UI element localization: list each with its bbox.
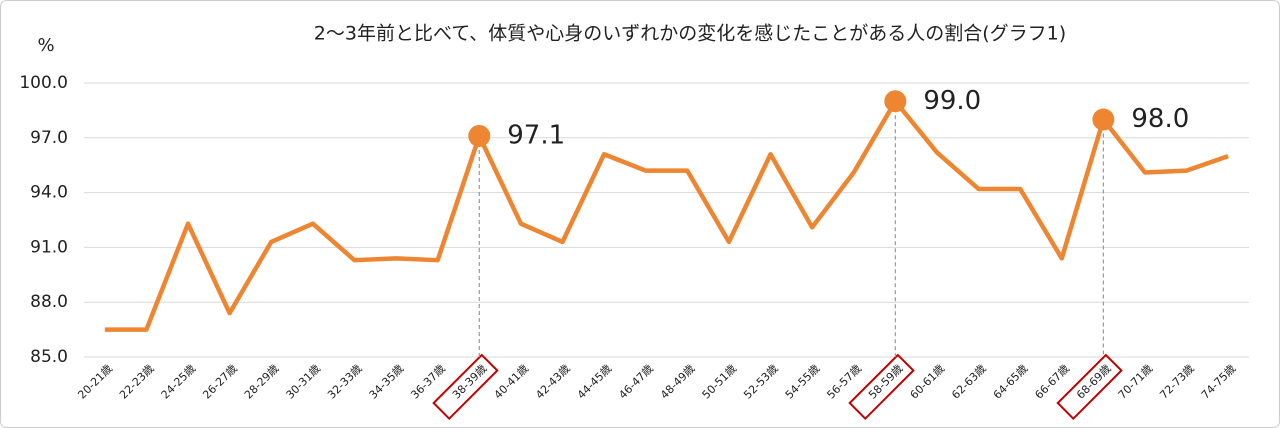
line <box>104 99 1229 332</box>
chart-title: 2～3年前と比べて、体質や心身のいずれかの変化を感じたことがある人の割合(グラフ… <box>314 23 1066 45</box>
y-tick-label: 94.0 <box>30 183 68 203</box>
highlight-box <box>1056 353 1123 421</box>
y-axis-label: % <box>37 35 54 56</box>
highlight-box <box>432 353 499 421</box>
y-tick-label: 88.0 <box>30 292 68 312</box>
y-tick-label: 85.0 <box>30 347 68 367</box>
point-marker <box>468 124 491 147</box>
data-label: 99.0 <box>923 86 981 116</box>
y-tick-label: 97.0 <box>30 128 68 148</box>
y-tick-label: 100.0 <box>19 73 68 93</box>
data-label: 97.1 <box>507 120 565 150</box>
y-tick-label: 91.0 <box>30 237 68 257</box>
point-marker <box>1092 108 1115 131</box>
data-label: 98.0 <box>1131 104 1189 134</box>
highlight-box <box>848 353 915 421</box>
point-marker <box>884 90 907 113</box>
